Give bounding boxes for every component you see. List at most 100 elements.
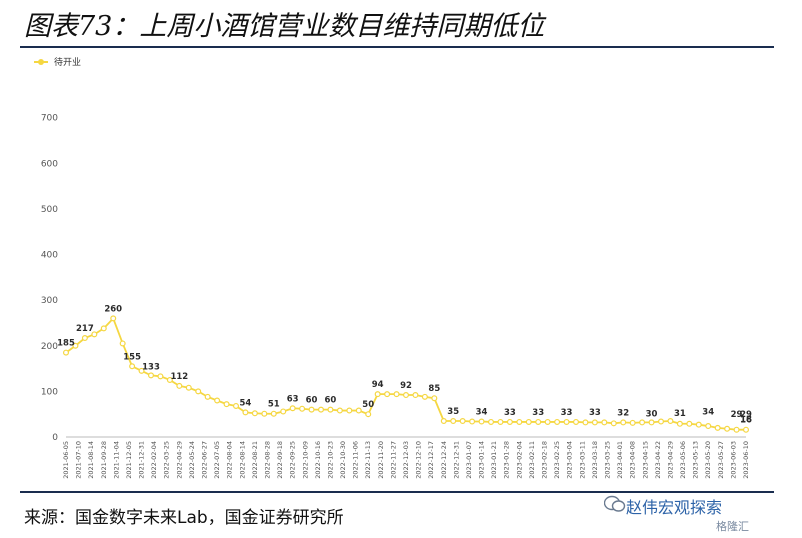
data-point [724,425,731,432]
x-tick-label: 2022-10-16 [314,441,322,479]
x-tick-label: 2022-10-30 [339,441,347,479]
data-label: 34 [476,407,488,417]
x-tick-label: 2021-06-05 [62,441,70,479]
data-point [431,395,438,402]
data-point [355,407,362,414]
x-tick-label: 2022-12-17 [427,441,435,479]
x-tick-label: 2022-11-20 [377,441,385,479]
x-tick-label: 2022-10-23 [326,441,334,479]
x-tick-label: 2023-01-14 [478,441,486,479]
y-tick-label: 0 [52,433,58,443]
x-tick-label: 2022-12-03 [402,441,410,479]
data-point [714,424,721,431]
x-tick-label: 2023-05-27 [717,441,725,479]
data-point [686,420,693,427]
data-point [582,419,589,426]
data-label: 33 [561,408,573,418]
x-tick-label: 2023-06-03 [729,441,737,479]
data-point [138,367,145,374]
data-label: 63 [287,394,299,404]
x-tick-label: 2023-05-13 [692,441,700,479]
data-point [469,418,476,425]
y-tick-label: 500 [41,205,58,215]
data-label: 30 [646,409,658,419]
data-label: 217 [76,324,94,334]
data-label: 60 [306,396,318,406]
data-point [166,376,173,383]
data-point [185,384,192,391]
y-tick-label: 100 [41,387,58,397]
x-tick-label: 2022-11-13 [364,441,372,479]
data-point [251,410,258,417]
x-tick-label: 2023-01-21 [490,441,498,479]
x-tick-label: 2022-02-04 [150,441,158,479]
data-point [563,418,570,425]
x-tick-label: 2021-07-10 [75,441,83,479]
x-tick-label: 2022-04-29 [175,441,183,479]
data-label: 155 [123,352,141,362]
data-point [81,334,88,341]
data-point [299,405,306,412]
data-label: 32 [617,408,629,418]
data-point [176,382,183,389]
data-point [91,331,98,338]
data-point [129,363,136,370]
x-tick-label: 2023-05-20 [704,441,712,479]
x-tick-label: 2023-03-04 [566,441,574,479]
data-point [488,418,495,425]
x-tick-label: 2023-04-15 [641,441,649,479]
data-point [148,372,155,379]
x-tick-label: 2023-04-22 [654,441,662,479]
data-label: 16 [740,416,752,426]
data-label: 50 [362,400,374,410]
x-tick-label: 2023-03-18 [591,441,599,479]
data-label: 34 [702,407,714,417]
legend-label: 待开业 [54,56,81,68]
data-point [157,373,164,380]
x-tick-label: 2021-08-14 [87,441,95,479]
data-point [336,407,343,414]
x-tick-label: 2022-11-06 [352,441,360,479]
data-label: 112 [170,372,188,382]
data-label: 94 [372,380,384,390]
x-tick-label: 2022-12-10 [415,441,423,479]
y-tick-label: 200 [41,342,58,352]
x-tick-label: 2022-06-27 [201,441,209,479]
data-point [591,419,598,426]
data-point [119,340,126,347]
data-label: 92 [400,381,412,391]
x-tick-label: 2023-04-29 [666,441,674,479]
data-point [620,419,627,426]
data-point [733,426,740,433]
x-tick-label: 2022-08-28 [263,441,271,479]
x-tick-label: 2022-10-09 [301,441,309,479]
x-tick-label: 2023-02-25 [553,441,561,479]
data-point [110,315,117,322]
x-tick-label: 2023-02-11 [528,441,536,479]
data-label: 260 [104,304,122,314]
data-point [403,392,410,399]
data-point [72,342,79,349]
data-point [742,426,749,433]
x-tick-label: 2021-11-04 [112,441,120,479]
x-tick-label: 2022-11-27 [389,441,397,479]
data-point [525,418,532,425]
data-point [242,409,249,416]
x-tick-label: 2022-09-18 [276,441,284,479]
figure-title: 图表73：上周小酒馆营业数目维持同期低位 [24,11,545,42]
data-point [676,420,683,427]
x-tick-label: 2022-12-31 [452,441,460,479]
x-tick-label: 2022-12-24 [440,441,448,479]
data-point [601,419,608,426]
x-tick-label: 2023-03-25 [603,441,611,479]
watermark-text: 赵伟宏观探索 [626,498,723,517]
data-label: 85 [428,384,440,394]
data-point [100,325,107,332]
data-point [535,418,542,425]
x-tick-label: 2023-01-07 [465,441,473,479]
data-point [214,397,221,404]
data-point [62,349,69,356]
x-tick-label: 2021-12-05 [125,441,133,479]
data-point [346,407,353,414]
x-tick-label: 2021-12-31 [138,441,146,479]
